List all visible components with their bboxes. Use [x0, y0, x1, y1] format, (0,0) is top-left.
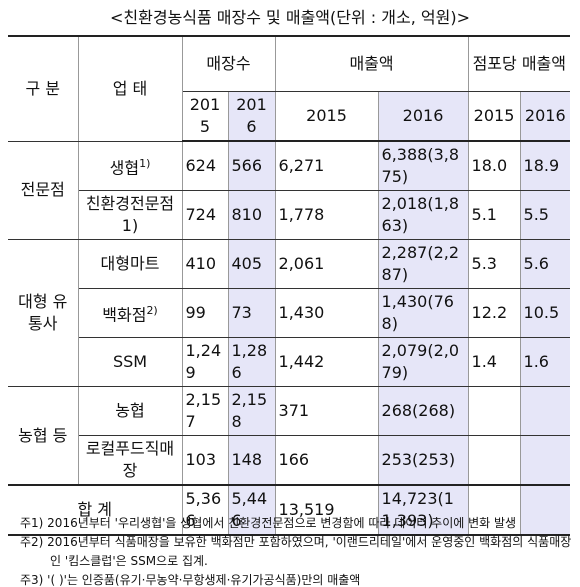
- empty-cell: [519, 386, 571, 436]
- year-cell: 2016: [227, 91, 276, 142]
- data-cell: 166: [274, 435, 379, 486]
- total-label: 합 계: [8, 484, 183, 536]
- empty-cell: [519, 484, 571, 536]
- data-cell: 405: [227, 239, 276, 289]
- data-cell: 5.3: [467, 239, 521, 289]
- data-cell: 268(268): [377, 386, 469, 436]
- data-cell: 1.4: [467, 337, 521, 387]
- note: 주3) '( )'는 인증품(유기·무농약·무항생제·유기가공식품)만의 매출액: [20, 573, 361, 587]
- data-cell: 12.2: [467, 288, 521, 338]
- data-row: 친환경전문점1) 724 810 1,778 2,018(1,863) 5.1 5.5: [8, 190, 571, 240]
- data-cell: 2,287(2,287): [377, 239, 469, 289]
- year-cell: 2015: [274, 91, 379, 142]
- group-cell: 대형 유통사: [8, 239, 79, 387]
- data-cell: 1,778: [274, 190, 379, 240]
- data-cell: 724: [181, 190, 229, 240]
- header-cell: 점포당 매출액: [467, 35, 571, 92]
- type-cell: 농협: [77, 386, 183, 436]
- data-row: 백화점2) 99 73 1,430 1,430(768) 12.2 10.5: [8, 288, 571, 338]
- data-cell: 5.1: [467, 190, 521, 240]
- header-cell: 업 태: [77, 35, 183, 142]
- data-cell: 148: [227, 435, 276, 486]
- data-cell: 5,366: [181, 484, 229, 536]
- type-name: 로컬푸드직매장: [85, 439, 175, 480]
- total-row: 합 계 5,366 5,446 13,519 14,723(11,393): [8, 484, 571, 536]
- note: 주1) 2016년부터 '우리생협'을 생협에서 친환경전문점으로 변경함에 따…: [20, 516, 517, 530]
- data-cell: 253(253): [377, 435, 469, 486]
- empty-cell: [519, 435, 571, 486]
- data-cell: 99: [181, 288, 229, 338]
- data-cell: 6,271: [274, 140, 379, 191]
- data-cell: 6,388(3,875): [377, 140, 469, 191]
- data-cell: 2,018(1,863): [377, 190, 469, 240]
- type-cell: 로컬푸드직매장: [77, 435, 183, 486]
- type-name: 대형마트: [100, 254, 160, 273]
- data-cell: 624: [181, 140, 229, 191]
- data-cell: 103: [181, 435, 229, 486]
- data-row: 로컬푸드직매장 103 148 166 253(253): [8, 435, 571, 486]
- footnote-mark: 2): [146, 303, 158, 317]
- data-cell: 2,079(2,079): [377, 337, 469, 387]
- header-cell: 매출액: [274, 35, 469, 92]
- note: 주2) 2016년부터 식품매장을 보유한 백화점만 포함하였으며, '이랜드리…: [20, 535, 572, 568]
- data-cell: 5,446: [227, 484, 276, 536]
- header-cell: 매장수: [181, 35, 276, 92]
- data-cell: 14,723(11,393): [377, 484, 469, 536]
- year-cell: 2016: [377, 91, 469, 142]
- data-cell: 2,157: [181, 386, 229, 436]
- data-cell: 5.5: [519, 190, 571, 240]
- year-cell: 2015: [467, 91, 521, 142]
- type-name: SSM: [112, 352, 148, 371]
- year-cell: 2016: [519, 91, 571, 142]
- data-cell: 1,430(768): [377, 288, 469, 338]
- empty-cell: [467, 435, 521, 486]
- notes: 주1) 2016년부터 '우리생협'을 생협에서 친환경전문점으로 변경함에 따…: [20, 514, 575, 587]
- data-cell: 1,249: [181, 337, 229, 387]
- data-cell: 18.9: [519, 140, 571, 191]
- group-cell: 전문점: [8, 140, 79, 240]
- data-cell: 1,286: [227, 337, 276, 387]
- data-cell: 10.5: [519, 288, 571, 338]
- data-cell: 566: [227, 140, 276, 191]
- footnote-mark: 1): [139, 156, 151, 170]
- empty-cell: [467, 386, 521, 436]
- data-cell: 410: [181, 239, 229, 289]
- data-cell: 13,519: [274, 484, 379, 536]
- header-row: 2015 2016 2015 2016 2015 2016: [8, 91, 571, 142]
- type-cell: SSM: [77, 337, 183, 387]
- data-row: 전문점 생협1) 624 566 6,271 6,388(3,875) 18.0 18.9: [8, 140, 571, 240]
- data-cell: 371: [274, 386, 379, 436]
- group-cell: 농협 등: [8, 386, 79, 486]
- type-cell: 친환경전문점1): [77, 190, 183, 240]
- data-cell: 2,061: [274, 239, 379, 289]
- data-cell: 73: [227, 288, 276, 338]
- type-cell: 대형마트: [77, 239, 183, 289]
- data-cell: 1.6: [519, 337, 571, 387]
- data-cell: 1,442: [274, 337, 379, 387]
- data-row: SSM 1,249 1,286 1,442 2,079(2,079) 1.4 1.6: [8, 337, 571, 387]
- data-cell: 18.0: [467, 140, 521, 191]
- data-cell: 810: [227, 190, 276, 240]
- type-cell: 백화점2): [77, 288, 183, 338]
- table-title: <친환경농식품 매장수 및 매출액(단위 : 개소, 억원)>: [110, 8, 470, 27]
- type-name: 친환경전문점1): [85, 194, 175, 235]
- type-cell: 생협1): [77, 140, 183, 191]
- type-name: 생협: [109, 157, 140, 177]
- type-name: 농협: [115, 401, 145, 420]
- type-name: 백화점: [102, 305, 147, 325]
- data-row: 농협 등 농협 2,157 2,158 371 268(268): [8, 386, 571, 486]
- data-row: 대형 유통사 대형마트 410 405 2,061 2,287(2,287) 5.3 5.6: [8, 239, 571, 387]
- data-cell: 2,158: [227, 386, 276, 436]
- data-cell: 1,430: [274, 288, 379, 338]
- year-cell: 2015: [181, 91, 229, 142]
- header-cell: 구 분: [8, 35, 79, 142]
- data-cell: 5.6: [519, 239, 571, 289]
